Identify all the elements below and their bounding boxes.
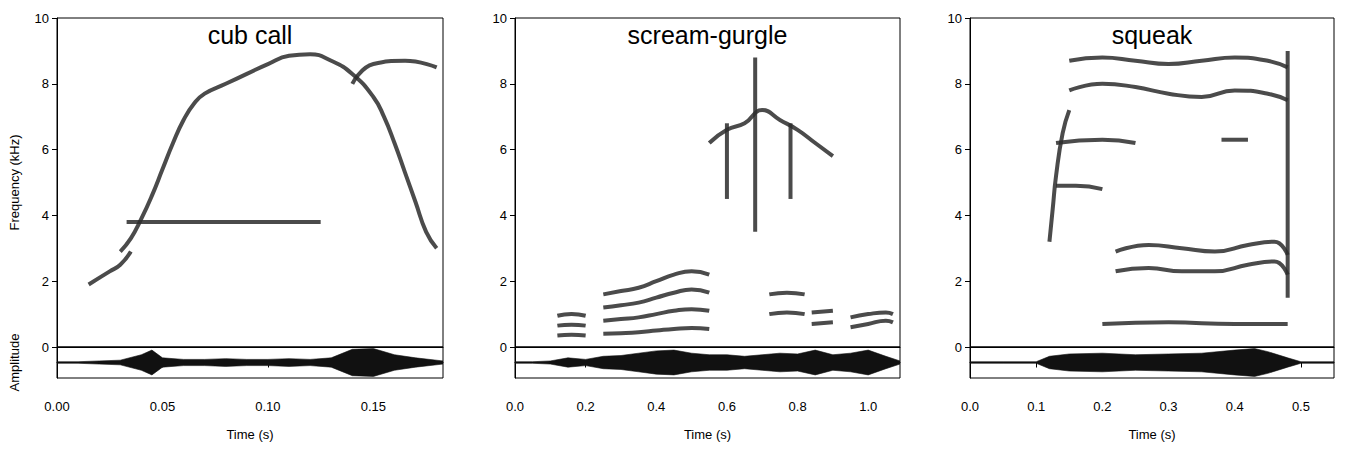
- svg-text:Amplitude: Amplitude: [7, 334, 22, 392]
- svg-text:0.4: 0.4: [647, 399, 665, 414]
- svg-text:0.0: 0.0: [961, 399, 979, 414]
- svg-text:0.00: 0.00: [44, 399, 69, 414]
- svg-text:4: 4: [42, 208, 49, 223]
- svg-text:8: 8: [955, 76, 962, 91]
- svg-text:squeak: squeak: [1112, 21, 1193, 49]
- svg-text:0.8: 0.8: [789, 399, 807, 414]
- svg-text:0.10: 0.10: [255, 399, 280, 414]
- svg-text:0.6: 0.6: [718, 399, 736, 414]
- svg-text:0.05: 0.05: [150, 399, 175, 414]
- svg-text:1.0: 1.0: [859, 399, 877, 414]
- svg-text:8: 8: [500, 76, 507, 91]
- svg-text:cub call: cub call: [208, 21, 293, 49]
- svg-text:6: 6: [500, 142, 507, 157]
- svg-text:0.0: 0.0: [506, 399, 524, 414]
- svg-text:Time (s): Time (s): [684, 427, 731, 442]
- svg-text:scream-gurgle: scream-gurgle: [628, 21, 788, 49]
- svg-text:6: 6: [955, 142, 962, 157]
- svg-text:2: 2: [500, 274, 507, 289]
- svg-text:0.2: 0.2: [577, 399, 595, 414]
- svg-text:0.15: 0.15: [361, 399, 386, 414]
- svg-text:2: 2: [955, 274, 962, 289]
- svg-text:0: 0: [955, 340, 962, 355]
- svg-text:8: 8: [42, 76, 49, 91]
- svg-text:10: 10: [948, 11, 962, 26]
- svg-text:6: 6: [42, 142, 49, 157]
- svg-text:0.2: 0.2: [1093, 399, 1111, 414]
- svg-text:Time (s): Time (s): [226, 427, 273, 442]
- svg-text:4: 4: [955, 208, 962, 223]
- svg-text:0.3: 0.3: [1160, 399, 1178, 414]
- svg-text:10: 10: [35, 11, 49, 26]
- svg-text:0.1: 0.1: [1027, 399, 1045, 414]
- svg-text:Time (s): Time (s): [1128, 427, 1175, 442]
- svg-text:4: 4: [500, 208, 507, 223]
- svg-text:2: 2: [42, 274, 49, 289]
- svg-text:10: 10: [493, 11, 507, 26]
- svg-text:Frequency (kHz): Frequency (kHz): [7, 134, 22, 230]
- svg-text:0: 0: [42, 340, 49, 355]
- svg-text:0: 0: [500, 340, 507, 355]
- svg-text:0.5: 0.5: [1292, 399, 1310, 414]
- svg-text:0.4: 0.4: [1226, 399, 1244, 414]
